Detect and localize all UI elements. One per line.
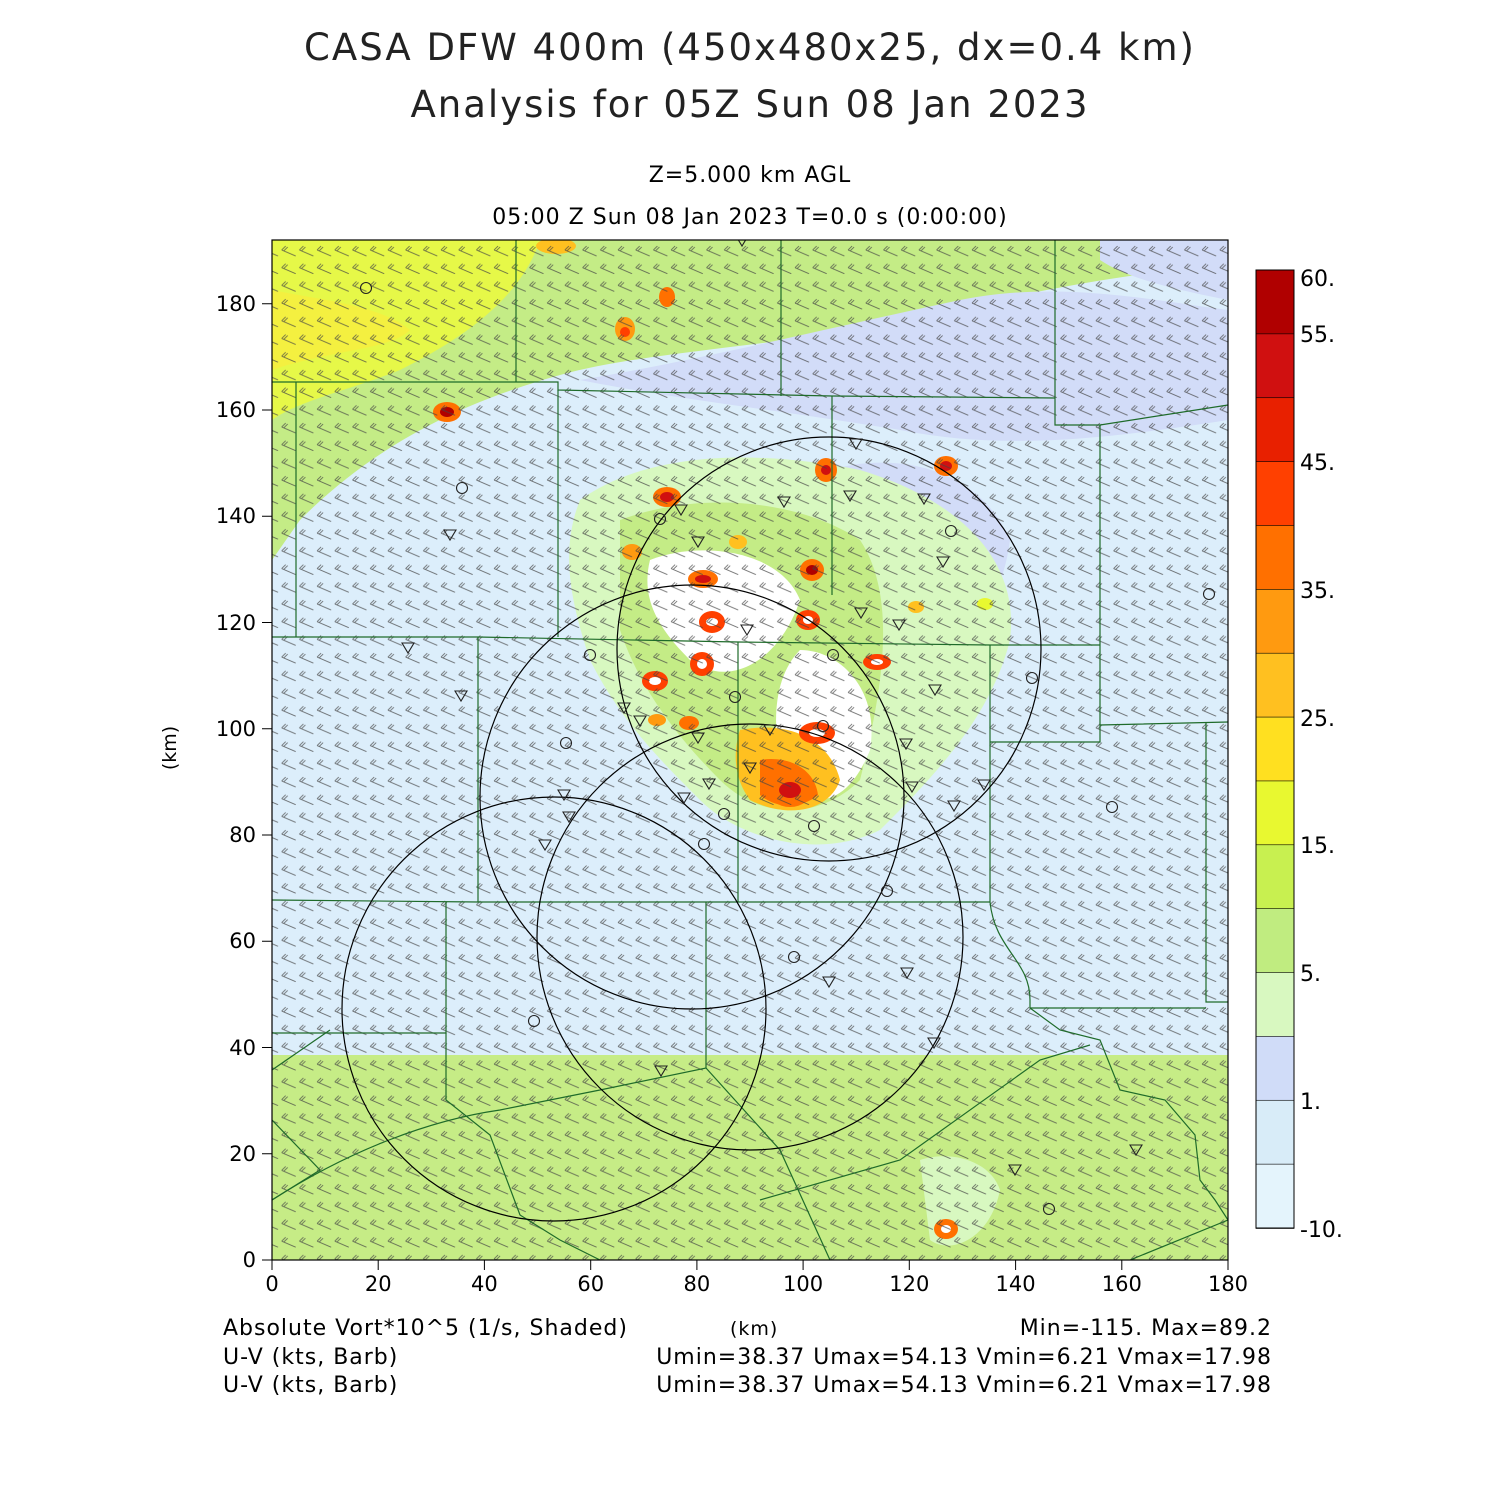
colorbar-swatch bbox=[1255, 844, 1295, 910]
colorbar-swatch bbox=[1255, 525, 1295, 591]
x-tick-label: 40 bbox=[471, 1272, 498, 1296]
colorbar-swatch bbox=[1255, 716, 1295, 782]
colorbar-label: 5. bbox=[1300, 962, 1321, 987]
y-tick-label: 0 bbox=[243, 1248, 256, 1272]
y-tick-label: 120 bbox=[216, 611, 256, 635]
x-tick-label: 160 bbox=[1102, 1272, 1142, 1296]
colorbar-swatch bbox=[1255, 1099, 1295, 1165]
colorbar-swatch bbox=[1255, 333, 1295, 399]
colorbar-swatch bbox=[1255, 461, 1295, 527]
axis-ticks bbox=[262, 303, 1229, 1270]
colorbar-label: 35. bbox=[1300, 579, 1335, 604]
map-area bbox=[272, 240, 1228, 1260]
colorbar-label: 25. bbox=[1300, 707, 1335, 732]
min-max-readout: Min=-115. Max=89.2 bbox=[1019, 1316, 1272, 1341]
colorbar-label: 45. bbox=[1300, 451, 1335, 476]
x-tick-label: 0 bbox=[265, 1272, 278, 1296]
x-tick-label: 180 bbox=[1208, 1272, 1248, 1296]
colorbar-label: 60. bbox=[1300, 267, 1335, 292]
county-boundaries bbox=[272, 240, 1228, 1260]
y-tick-labels: 0 20 40 60 80 100 120 140 160 180 bbox=[216, 292, 256, 1272]
colorbar-swatch bbox=[1255, 972, 1295, 1038]
colorbar-swatch bbox=[1255, 1163, 1295, 1229]
colorbar-swatches bbox=[1255, 269, 1295, 1229]
plot-level-label: Z=5.000 km AGL bbox=[648, 163, 852, 188]
colorbar-swatch bbox=[1255, 1036, 1295, 1102]
colorbar-swatch bbox=[1255, 780, 1295, 846]
plot-title-line2: Analysis for 05Z Sun 08 Jan 2023 bbox=[410, 83, 1090, 126]
colorbar-label: -10. bbox=[1300, 1218, 1343, 1243]
barb-label-2: U-V (kts, Barb) bbox=[223, 1373, 399, 1398]
x-tick-label: 80 bbox=[684, 1272, 711, 1296]
colorbar-swatch bbox=[1255, 397, 1295, 463]
x-tick-label: 20 bbox=[365, 1272, 392, 1296]
y-tick-label: 80 bbox=[229, 823, 256, 847]
y-tick-label: 140 bbox=[216, 504, 256, 528]
station-markers bbox=[359, 240, 1216, 1216]
y-tick-label: 60 bbox=[229, 929, 256, 953]
colorbar-label: 1. bbox=[1300, 1090, 1321, 1115]
field-description: Absolute Vort*10^5 (1/s, Shaded) bbox=[223, 1316, 628, 1341]
y-tick-label: 100 bbox=[216, 717, 256, 741]
radar-range-rings bbox=[341, 436, 1042, 1222]
x-tick-label: 60 bbox=[577, 1272, 604, 1296]
y-tick-label: 160 bbox=[216, 398, 256, 422]
colorbar-swatch bbox=[1255, 589, 1295, 654]
colorbar: 60. 55. 45. 35. 25. 15. 5. 1. -10. bbox=[1255, 267, 1343, 1243]
wind-stats-2: Umin=38.37 Umax=54.13 Vmin=6.21 Vmax=17.… bbox=[656, 1373, 1272, 1398]
y-tick-label: 180 bbox=[216, 292, 256, 316]
colorbar-label: 15. bbox=[1300, 834, 1335, 859]
y-tick-label: 20 bbox=[229, 1142, 256, 1166]
plot-title-line1: CASA DFW 400m (450x480x25, dx=0.4 km) bbox=[304, 26, 1196, 69]
x-tick-labels: 0 20 40 60 80 100 120 140 160 180 bbox=[265, 1272, 1248, 1296]
wind-stats-1: Umin=38.37 Umax=54.13 Vmin=6.21 Vmax=17.… bbox=[656, 1345, 1272, 1370]
y-axis-label: (km) bbox=[159, 726, 181, 770]
colorbar-swatch bbox=[1255, 908, 1295, 974]
x-tick-label: 120 bbox=[889, 1272, 929, 1296]
x-tick-label: 140 bbox=[996, 1272, 1036, 1296]
x-tick-label: 100 bbox=[783, 1272, 823, 1296]
x-axis-label: (km) bbox=[730, 1318, 779, 1340]
colorbar-label: 55. bbox=[1300, 323, 1335, 348]
wind-barbs bbox=[272, 240, 1228, 1260]
y-tick-label: 40 bbox=[229, 1036, 256, 1060]
barb-label-1: U-V (kts, Barb) bbox=[223, 1345, 399, 1370]
colorbar-swatch bbox=[1255, 269, 1295, 335]
plot-time-label: 05:00 Z Sun 08 Jan 2023 T=0.0 s (0:00:00… bbox=[492, 205, 1008, 230]
colorbar-swatch bbox=[1255, 652, 1295, 718]
